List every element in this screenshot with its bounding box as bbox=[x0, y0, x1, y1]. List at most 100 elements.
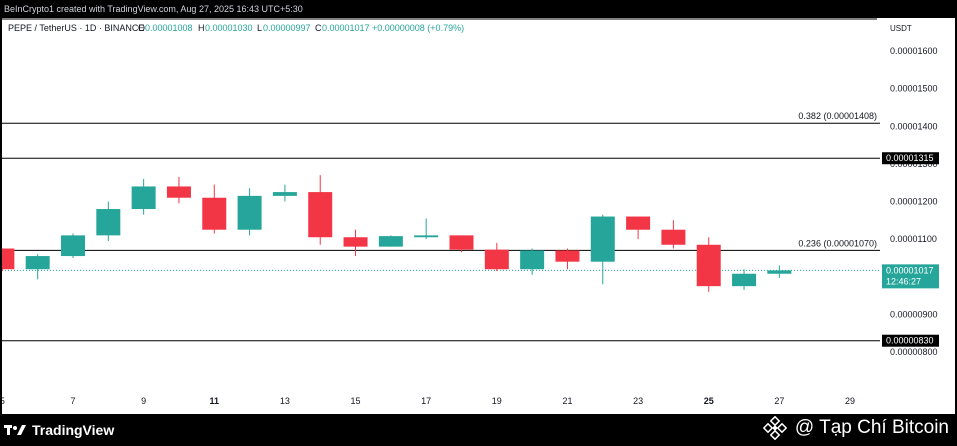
footer-bar: TradingView @ Tạp Chí Bitcoin bbox=[0, 414, 957, 446]
time-axis[interactable]: 5 7 9 11 13 15 17 19 21 23 25 27 29 bbox=[0, 396, 855, 406]
y-tick-label: 0.00000800 bbox=[890, 347, 938, 357]
x-tick-label: 27 bbox=[774, 396, 784, 406]
bullish-candle bbox=[414, 218, 439, 240]
bullish-candle bbox=[25, 254, 50, 280]
close-value: 0.00001017 bbox=[322, 23, 370, 33]
high-value: 0.00001030 bbox=[205, 23, 253, 33]
bearish-candle bbox=[166, 177, 191, 204]
candle-body bbox=[25, 256, 50, 270]
x-tick-label: 9 bbox=[141, 396, 146, 406]
bearish-candle bbox=[343, 229, 368, 257]
tradingview-brand[interactable]: TradingView bbox=[4, 422, 114, 438]
fib-level-label: 0.236 (0.00001070) bbox=[798, 238, 877, 248]
candle-body bbox=[732, 273, 757, 287]
x-tick-label: 5 bbox=[2, 396, 5, 406]
bearish-candle bbox=[661, 220, 686, 249]
x-tick-label: 21 bbox=[562, 396, 572, 406]
x-tick-label: 17 bbox=[421, 396, 431, 406]
symbol-label[interactable]: PEPE / TetherUS · 1D · BINANCE bbox=[8, 23, 144, 33]
level-badge bbox=[882, 152, 939, 165]
candle-body bbox=[626, 216, 651, 230]
chart-panel[interactable]: 0.382 (0.00001408) 0.236 (0.00001070) USD… bbox=[0, 18, 955, 414]
bullish-candle bbox=[378, 235, 403, 247]
ohlc-legend: PEPE / TetherUS · 1D · BINANCE O 0.00001… bbox=[8, 23, 464, 33]
bullish-candle bbox=[131, 178, 156, 215]
open-value: 0.00001008 bbox=[145, 23, 193, 33]
tradingview-logo-icon bbox=[4, 425, 26, 435]
bullish-candle bbox=[732, 269, 757, 290]
candle-body bbox=[767, 270, 792, 274]
current-price-badge bbox=[882, 264, 939, 289]
binance-diamond-icon bbox=[762, 416, 787, 440]
level-badge bbox=[882, 334, 939, 347]
low-value: 0.00000997 bbox=[263, 23, 311, 33]
x-tick-label: 7 bbox=[70, 396, 75, 406]
bearish-candle bbox=[449, 235, 474, 253]
bullish-candle bbox=[590, 214, 615, 285]
tradingview-brand-text: TradingView bbox=[32, 422, 115, 438]
bearish-candle bbox=[626, 216, 651, 240]
fib-level-label: 0.382 (0.00001408) bbox=[798, 111, 877, 121]
candle-body bbox=[166, 186, 191, 198]
candles bbox=[0, 175, 792, 292]
candle-body bbox=[520, 250, 545, 270]
bullish-candle bbox=[96, 201, 121, 242]
candle-body bbox=[343, 237, 368, 247]
candle-body bbox=[484, 249, 509, 270]
level-lines: 0.382 (0.00001408) 0.236 (0.00001070) bbox=[2, 18, 880, 342]
countdown-label: 12:46:27 bbox=[886, 276, 921, 286]
watermark: @ Tạp Chí Bitcoin bbox=[762, 416, 949, 440]
open-label: O bbox=[138, 23, 145, 33]
bearish-candle bbox=[0, 248, 15, 272]
credit-text: BeInCrypto1 created with TradingView.com… bbox=[4, 4, 303, 14]
x-tick-label: 23 bbox=[633, 396, 643, 406]
candle-body bbox=[0, 248, 15, 270]
candle-body bbox=[202, 197, 227, 230]
bearish-candle bbox=[484, 242, 509, 272]
change-value: +0.00000008 (+0.79%) bbox=[372, 23, 464, 33]
candle-body bbox=[237, 195, 262, 230]
candle-body bbox=[555, 250, 580, 262]
bullish-candle bbox=[520, 248, 545, 275]
candle-body bbox=[590, 216, 615, 262]
candle-body bbox=[661, 229, 686, 245]
bullish-candle bbox=[272, 184, 297, 202]
bullish-candle bbox=[767, 265, 792, 278]
candle-body bbox=[96, 209, 121, 236]
y-tick-label: 0.00000900 bbox=[890, 309, 938, 319]
y-tick-label: 0.00001200 bbox=[890, 197, 938, 207]
x-tick-label: 13 bbox=[280, 396, 290, 406]
candle-body bbox=[308, 192, 333, 238]
candle-body bbox=[696, 244, 721, 287]
candlestick-chart[interactable]: 0.382 (0.00001408) 0.236 (0.00001070) USD… bbox=[0, 18, 955, 414]
candle-body bbox=[449, 235, 474, 250]
y-tick-label: 0.00001500 bbox=[890, 84, 938, 94]
x-tick-label: 11 bbox=[210, 396, 220, 406]
bearish-candle bbox=[202, 184, 227, 234]
watermark-text: @ Tạp Chí Bitcoin bbox=[794, 417, 949, 438]
x-tick-label: 15 bbox=[351, 396, 361, 406]
candle-body bbox=[131, 186, 156, 210]
bearish-candle bbox=[555, 248, 580, 270]
high-label: H bbox=[198, 23, 205, 33]
bearish-candle bbox=[696, 237, 721, 292]
close-label: C bbox=[315, 23, 322, 33]
current-price-label: 0.00001017 bbox=[886, 265, 934, 275]
price-axis[interactable]: USDT 0.00001600 0.00001500 0.00001400 0.0000… bbox=[882, 24, 939, 357]
x-tick-label: 29 bbox=[845, 396, 855, 406]
candle-body bbox=[414, 235, 439, 238]
bullish-candle bbox=[237, 188, 262, 236]
y-tick-label: 0.00001100 bbox=[890, 234, 937, 244]
candle-body bbox=[272, 192, 297, 196]
candle-body bbox=[378, 236, 403, 247]
y-tick-label: 0.00001400 bbox=[890, 121, 938, 131]
credit-bar: BeInCrypto1 created with TradingView.com… bbox=[0, 0, 957, 18]
x-tick-label: 19 bbox=[492, 396, 502, 406]
level-badge-label: 0.00000830 bbox=[886, 336, 934, 346]
bullish-candle bbox=[61, 233, 85, 258]
level-badge-label: 0.00001315 bbox=[886, 153, 934, 163]
candle-body bbox=[61, 235, 85, 257]
y-tick-label: 0.00001600 bbox=[890, 46, 938, 56]
low-label: L bbox=[257, 23, 262, 33]
